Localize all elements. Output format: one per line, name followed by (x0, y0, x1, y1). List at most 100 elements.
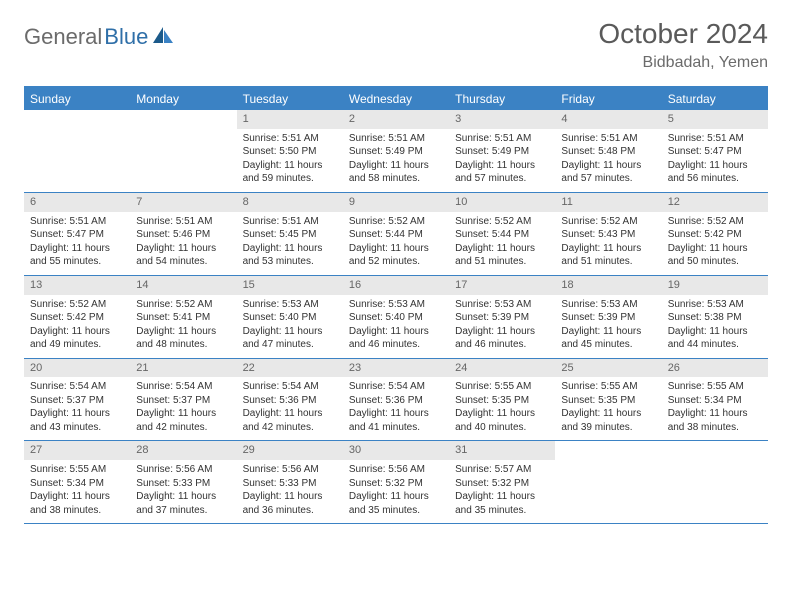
sunrise-line: Sunrise: 5:55 AM (668, 380, 762, 394)
day-body: Sunrise: 5:51 AMSunset: 5:48 PMDaylight:… (555, 129, 661, 192)
day-cell: 6Sunrise: 5:51 AMSunset: 5:47 PMDaylight… (24, 193, 130, 275)
day-cell: 13Sunrise: 5:52 AMSunset: 5:42 PMDayligh… (24, 276, 130, 358)
day-body: Sunrise: 5:54 AMSunset: 5:36 PMDaylight:… (343, 377, 449, 440)
day-number: 28 (130, 441, 236, 460)
day-body: Sunrise: 5:53 AMSunset: 5:40 PMDaylight:… (237, 295, 343, 358)
daylight-line: Daylight: 11 hours and 44 minutes. (668, 325, 762, 352)
daylight-line: Daylight: 11 hours and 38 minutes. (30, 490, 124, 517)
day-cell: 24Sunrise: 5:55 AMSunset: 5:35 PMDayligh… (449, 359, 555, 441)
day-number: 24 (449, 359, 555, 378)
day-number: 10 (449, 193, 555, 212)
day-number: 21 (130, 359, 236, 378)
sunrise-line: Sunrise: 5:51 AM (243, 215, 337, 229)
day-number: 4 (555, 110, 661, 129)
sunrise-line: Sunrise: 5:54 AM (136, 380, 230, 394)
day-number: 15 (237, 276, 343, 295)
sunrise-line: Sunrise: 5:52 AM (455, 215, 549, 229)
day-number: 3 (449, 110, 555, 129)
day-number: 17 (449, 276, 555, 295)
sunrise-line: Sunrise: 5:51 AM (243, 132, 337, 146)
day-header-row: Sunday Monday Tuesday Wednesday Thursday… (24, 88, 768, 110)
day-body: Sunrise: 5:53 AMSunset: 5:40 PMDaylight:… (343, 295, 449, 358)
sunrise-line: Sunrise: 5:57 AM (455, 463, 549, 477)
logo-text-general: General (24, 24, 102, 50)
daylight-line: Daylight: 11 hours and 37 minutes. (136, 490, 230, 517)
sunrise-line: Sunrise: 5:55 AM (561, 380, 655, 394)
sunrise-line: Sunrise: 5:54 AM (349, 380, 443, 394)
day-cell: 18Sunrise: 5:53 AMSunset: 5:39 PMDayligh… (555, 276, 661, 358)
sunset-line: Sunset: 5:36 PM (349, 394, 443, 408)
sunset-line: Sunset: 5:36 PM (243, 394, 337, 408)
day-cell: 29Sunrise: 5:56 AMSunset: 5:33 PMDayligh… (237, 441, 343, 523)
week-row: 27Sunrise: 5:55 AMSunset: 5:34 PMDayligh… (24, 441, 768, 524)
sunrise-line: Sunrise: 5:51 AM (30, 215, 124, 229)
day-header-tue: Tuesday (237, 88, 343, 110)
day-cell (555, 441, 661, 523)
day-body: Sunrise: 5:51 AMSunset: 5:50 PMDaylight:… (237, 129, 343, 192)
day-number: 27 (24, 441, 130, 460)
sunset-line: Sunset: 5:41 PM (136, 311, 230, 325)
day-header-thu: Thursday (449, 88, 555, 110)
day-body: Sunrise: 5:53 AMSunset: 5:38 PMDaylight:… (662, 295, 768, 358)
day-body: Sunrise: 5:51 AMSunset: 5:47 PMDaylight:… (24, 212, 130, 275)
week-row: 20Sunrise: 5:54 AMSunset: 5:37 PMDayligh… (24, 359, 768, 442)
day-number: 25 (555, 359, 661, 378)
sunset-line: Sunset: 5:33 PM (136, 477, 230, 491)
daylight-line: Daylight: 11 hours and 42 minutes. (136, 407, 230, 434)
sunset-line: Sunset: 5:34 PM (668, 394, 762, 408)
day-body: Sunrise: 5:56 AMSunset: 5:33 PMDaylight:… (130, 460, 236, 523)
day-body: Sunrise: 5:53 AMSunset: 5:39 PMDaylight:… (555, 295, 661, 358)
day-number: 30 (343, 441, 449, 460)
daylight-line: Daylight: 11 hours and 46 minutes. (349, 325, 443, 352)
day-header-fri: Friday (555, 88, 661, 110)
daylight-line: Daylight: 11 hours and 50 minutes. (668, 242, 762, 269)
day-number: 7 (130, 193, 236, 212)
sunset-line: Sunset: 5:49 PM (455, 145, 549, 159)
day-number: 5 (662, 110, 768, 129)
daylight-line: Daylight: 11 hours and 58 minutes. (349, 159, 443, 186)
sunrise-line: Sunrise: 5:54 AM (30, 380, 124, 394)
sunrise-line: Sunrise: 5:51 AM (136, 215, 230, 229)
day-cell: 30Sunrise: 5:56 AMSunset: 5:32 PMDayligh… (343, 441, 449, 523)
day-body: Sunrise: 5:52 AMSunset: 5:44 PMDaylight:… (343, 212, 449, 275)
day-body: Sunrise: 5:52 AMSunset: 5:42 PMDaylight:… (24, 295, 130, 358)
day-number: 1 (237, 110, 343, 129)
sunrise-line: Sunrise: 5:53 AM (668, 298, 762, 312)
day-body: Sunrise: 5:51 AMSunset: 5:47 PMDaylight:… (662, 129, 768, 192)
day-body: Sunrise: 5:55 AMSunset: 5:35 PMDaylight:… (555, 377, 661, 440)
month-title: October 2024 (598, 18, 768, 50)
day-body: Sunrise: 5:56 AMSunset: 5:33 PMDaylight:… (237, 460, 343, 523)
sunset-line: Sunset: 5:47 PM (668, 145, 762, 159)
sunrise-line: Sunrise: 5:56 AM (243, 463, 337, 477)
day-body: Sunrise: 5:55 AMSunset: 5:34 PMDaylight:… (662, 377, 768, 440)
sunset-line: Sunset: 5:34 PM (30, 477, 124, 491)
daylight-line: Daylight: 11 hours and 46 minutes. (455, 325, 549, 352)
daylight-line: Daylight: 11 hours and 48 minutes. (136, 325, 230, 352)
day-number: 14 (130, 276, 236, 295)
sunset-line: Sunset: 5:45 PM (243, 228, 337, 242)
day-number: 6 (24, 193, 130, 212)
weeks-container: 1Sunrise: 5:51 AMSunset: 5:50 PMDaylight… (24, 110, 768, 524)
day-cell: 17Sunrise: 5:53 AMSunset: 5:39 PMDayligh… (449, 276, 555, 358)
day-body: Sunrise: 5:51 AMSunset: 5:45 PMDaylight:… (237, 212, 343, 275)
daylight-line: Daylight: 11 hours and 55 minutes. (30, 242, 124, 269)
day-header-mon: Monday (130, 88, 236, 110)
sunrise-line: Sunrise: 5:51 AM (561, 132, 655, 146)
day-body: Sunrise: 5:54 AMSunset: 5:37 PMDaylight:… (130, 377, 236, 440)
day-body: Sunrise: 5:57 AMSunset: 5:32 PMDaylight:… (449, 460, 555, 523)
day-body: Sunrise: 5:51 AMSunset: 5:46 PMDaylight:… (130, 212, 236, 275)
sunset-line: Sunset: 5:40 PM (349, 311, 443, 325)
sunset-line: Sunset: 5:44 PM (455, 228, 549, 242)
day-number: 9 (343, 193, 449, 212)
day-number: 23 (343, 359, 449, 378)
daylight-line: Daylight: 11 hours and 43 minutes. (30, 407, 124, 434)
day-cell: 12Sunrise: 5:52 AMSunset: 5:42 PMDayligh… (662, 193, 768, 275)
sunset-line: Sunset: 5:46 PM (136, 228, 230, 242)
day-body: Sunrise: 5:55 AMSunset: 5:34 PMDaylight:… (24, 460, 130, 523)
daylight-line: Daylight: 11 hours and 59 minutes. (243, 159, 337, 186)
sunset-line: Sunset: 5:39 PM (455, 311, 549, 325)
sunrise-line: Sunrise: 5:52 AM (561, 215, 655, 229)
day-cell: 11Sunrise: 5:52 AMSunset: 5:43 PMDayligh… (555, 193, 661, 275)
week-row: 1Sunrise: 5:51 AMSunset: 5:50 PMDaylight… (24, 110, 768, 193)
day-body: Sunrise: 5:52 AMSunset: 5:42 PMDaylight:… (662, 212, 768, 275)
